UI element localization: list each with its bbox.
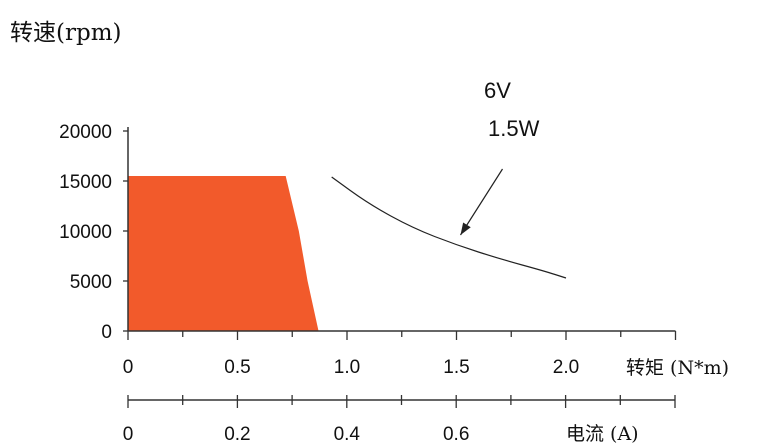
x-tick-label: 2.0 [553, 357, 579, 378]
annotation-power: 1.5W [488, 116, 540, 141]
y-tick-label: 20000 [59, 122, 112, 143]
y-tick-label: 5000 [70, 272, 112, 293]
y-tick-label: 0 [101, 322, 112, 343]
annotation-arrow-head [460, 222, 471, 235]
y-axis-title: 转速(rpm) [10, 20, 121, 46]
x2-tick-label: 0.2 [224, 424, 250, 445]
y-tick-label: 15000 [59, 172, 112, 193]
plot-area: 0 5000 10000 15000 20000 0 0.5 1.0 1.5 2.0 0 0.2 0.4… [59, 122, 677, 445]
x2-axis-title: 电流 (A) [566, 423, 639, 445]
annotation: 6V 1.5W [484, 78, 540, 141]
x-tick-label: 0 [123, 357, 134, 378]
x2-tick-label: 0.6 [443, 424, 469, 445]
x-tick-label: 1.5 [443, 357, 469, 378]
annotation-voltage: 6V [484, 78, 511, 103]
power-curve-line [331, 176, 567, 279]
x2-tick-label: 0 [123, 424, 134, 445]
x-tick-label: 0.5 [224, 357, 250, 378]
x-axis-title: 转矩 (N*m) [626, 357, 729, 379]
x2-tick-label: 0.4 [334, 424, 361, 445]
annotation-arrow-line [459, 168, 504, 236]
x-tick-label: 1.0 [334, 357, 360, 378]
operating-region-area [128, 176, 319, 331]
y-tick-label: 10000 [59, 222, 112, 243]
